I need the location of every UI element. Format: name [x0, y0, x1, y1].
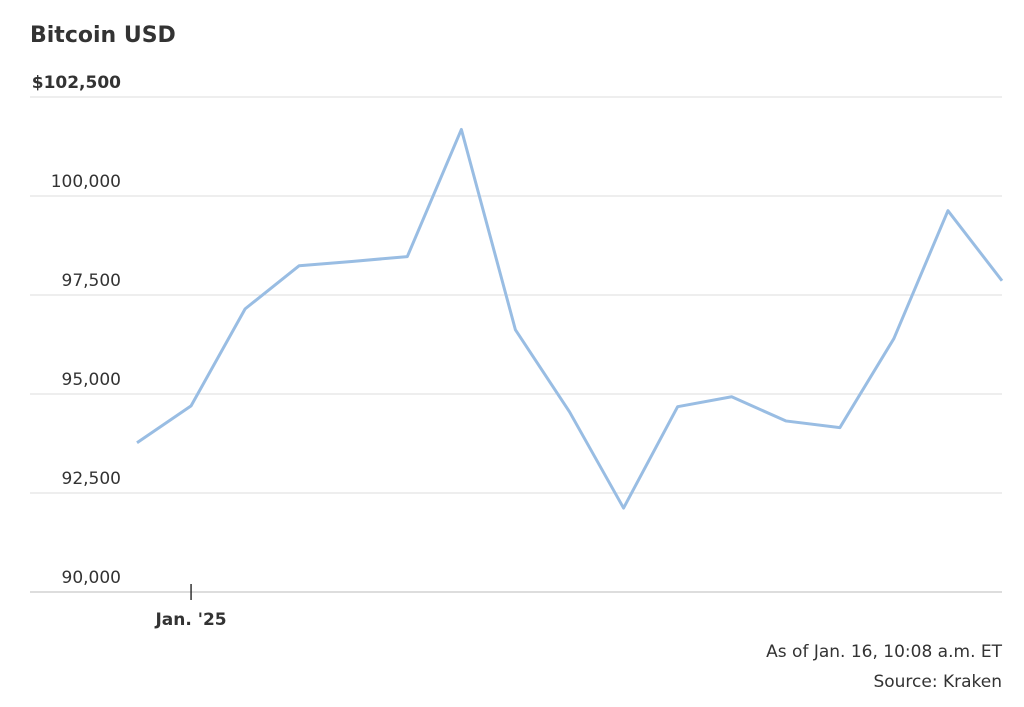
x-tick-label: Jan. '25 — [154, 610, 226, 630]
chart-title: Bitcoin USD — [30, 23, 176, 48]
y-tick-label: 92,500 — [62, 469, 121, 489]
note: As of Jan. 16, 10:08 a.m. ET — [766, 642, 1002, 662]
note: Source: Kraken — [873, 672, 1002, 692]
y-tick-label: 90,000 — [62, 568, 121, 588]
line — [136, 127, 1004, 510]
y-tick-label: $102,500 — [32, 73, 121, 93]
y-tick-label: 100,000 — [51, 172, 121, 192]
y-tick-label: 95,000 — [62, 370, 121, 390]
y-tick-label: 97,500 — [62, 271, 121, 291]
